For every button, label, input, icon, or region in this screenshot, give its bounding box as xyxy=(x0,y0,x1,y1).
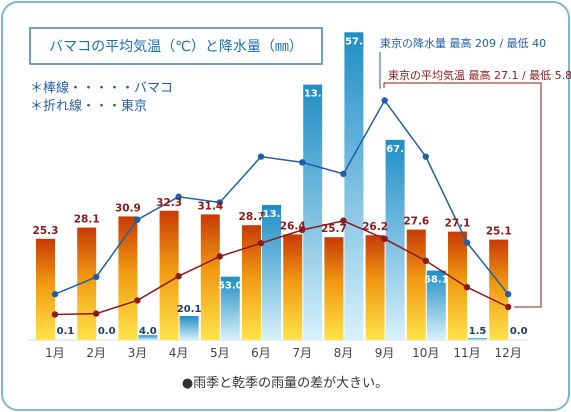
precip-label: 0.0 xyxy=(98,326,116,337)
temp-label: 26.2 xyxy=(362,221,388,233)
tokyo-precip-point xyxy=(134,216,141,223)
temp-label: 27.6 xyxy=(403,216,429,228)
lines-group xyxy=(51,97,512,318)
legend-line: ＊折れ線・・・東京 xyxy=(30,98,147,114)
tokyo-temp-line xyxy=(54,219,509,316)
precip-bar xyxy=(179,315,199,340)
tokyo-precip-point xyxy=(299,159,306,166)
tokyo-temp-point xyxy=(381,235,388,242)
precip-bar xyxy=(385,139,405,340)
annotation-leaders xyxy=(379,52,542,308)
footer-note: ●雨季と乾季の雨量の差が大きい。 xyxy=(182,376,388,391)
temp-label: 32.3 xyxy=(156,197,182,209)
temp-label: 25.7 xyxy=(321,223,347,235)
tokyo-temp-point xyxy=(257,240,265,247)
tokyo-precip-point xyxy=(216,199,223,206)
precip-label: 113.0 xyxy=(256,209,288,220)
temp-label: 26.4 xyxy=(280,220,306,232)
temp-bar xyxy=(36,238,55,340)
tokyo-precip-point xyxy=(505,290,512,298)
temp-bar xyxy=(200,214,220,340)
temp-label: 30.9 xyxy=(115,202,141,214)
temp-label: 28.7 xyxy=(239,211,265,223)
precip-label: 53.0 xyxy=(218,281,243,292)
temp-bar xyxy=(406,229,426,340)
tokyo-precip-point xyxy=(422,153,429,160)
temp-bar xyxy=(448,231,467,340)
labels-group: 25.3 0.1 28.1 0.0 30.9 4.0 32.3 20.1 31.4 53.0 28.… xyxy=(33,36,528,337)
tokyo-temp-point xyxy=(463,284,471,291)
temp-label: 25.3 xyxy=(33,225,59,237)
temp-bar xyxy=(242,225,261,340)
month-label: 9月 xyxy=(375,346,395,360)
temp-bar xyxy=(118,216,138,340)
temp-bar xyxy=(159,210,179,340)
tokyo-temp-point xyxy=(505,303,512,311)
precip-bar xyxy=(303,84,323,340)
tokyo-temp-point xyxy=(175,273,182,280)
precip-bar xyxy=(468,338,487,340)
precip-label: 0.1 xyxy=(57,326,75,337)
tokyo-precip-point xyxy=(175,193,182,200)
month-label: 7月 xyxy=(292,346,312,360)
month-label: 5月 xyxy=(210,346,230,360)
precip-label: 4.0 xyxy=(139,326,157,337)
tokyo-temp-point xyxy=(340,217,347,224)
tokyo-temp-point xyxy=(216,253,223,260)
tokyo-precip-point xyxy=(257,153,265,160)
month-label: 8月 xyxy=(334,346,354,360)
precip-bar xyxy=(138,335,158,340)
tokyo-temp-point xyxy=(299,226,306,234)
legend-bar: ＊棒線・・・・・バマコ xyxy=(30,80,173,96)
month-label: 2月 xyxy=(86,346,106,360)
tokyo-precip-line xyxy=(54,99,509,295)
tokyo-temp-point xyxy=(93,310,100,317)
month-label: 3月 xyxy=(128,346,148,360)
temp-label: 27.1 xyxy=(445,218,471,230)
tokyo-precip-point xyxy=(340,170,347,178)
precip-label: 167.5 xyxy=(379,144,411,155)
precip-label: 213.7 xyxy=(297,89,329,100)
month-label: 12月 xyxy=(495,346,522,360)
precip-bar xyxy=(426,270,446,340)
month-label: 1月 xyxy=(45,346,65,360)
temp-label: 25.1 xyxy=(486,226,512,238)
precip-bar xyxy=(220,276,240,340)
month-label: 6月 xyxy=(251,346,271,360)
temp-label: 28.1 xyxy=(74,214,100,226)
tokyo-precip-point xyxy=(51,290,59,298)
annotation-tokyo-temp: 東京の平均気温 最高 27.1 / 最低 5.8 xyxy=(388,68,571,82)
temp-bar xyxy=(324,237,344,340)
precip-label: 58.1 xyxy=(424,275,449,286)
annotation-tokyo-precip: 東京の降水量 最高 209 / 最低 40 xyxy=(380,36,546,50)
precip-bar xyxy=(344,32,364,340)
tokyo-temp-point xyxy=(134,297,141,304)
temp-bar xyxy=(283,234,303,340)
precip-bar xyxy=(262,204,281,340)
tokyo-precip-point xyxy=(381,97,388,104)
tokyo-precip-point xyxy=(93,273,100,281)
tokyo-temp-point xyxy=(422,257,429,264)
chart-title: バマコの平均気温（℃）と降水量（㎜） xyxy=(49,39,303,55)
month-labels: 1月 2月 3月 4月 5月 6月 7月 8月 9月 10月 11月 12月 xyxy=(45,346,522,360)
precip-label: 0.0 xyxy=(510,326,528,337)
month-label: 11月 xyxy=(453,346,480,360)
tokyo-temp-point xyxy=(51,311,59,318)
temp-bar xyxy=(489,239,509,340)
month-label: 10月 xyxy=(412,346,439,360)
temp-bar xyxy=(365,235,385,340)
precip-label: 20.1 xyxy=(177,304,202,315)
precip-leader xyxy=(379,52,381,89)
title-box xyxy=(29,27,323,65)
month-label: 4月 xyxy=(169,346,189,360)
temp-bar xyxy=(77,227,97,340)
tokyo-precip-point xyxy=(463,239,471,246)
precip-label: 1.5 xyxy=(469,326,487,337)
temp-leader xyxy=(383,82,542,308)
precip-label: 257.5 xyxy=(338,36,370,47)
temp-label: 31.4 xyxy=(197,200,223,212)
